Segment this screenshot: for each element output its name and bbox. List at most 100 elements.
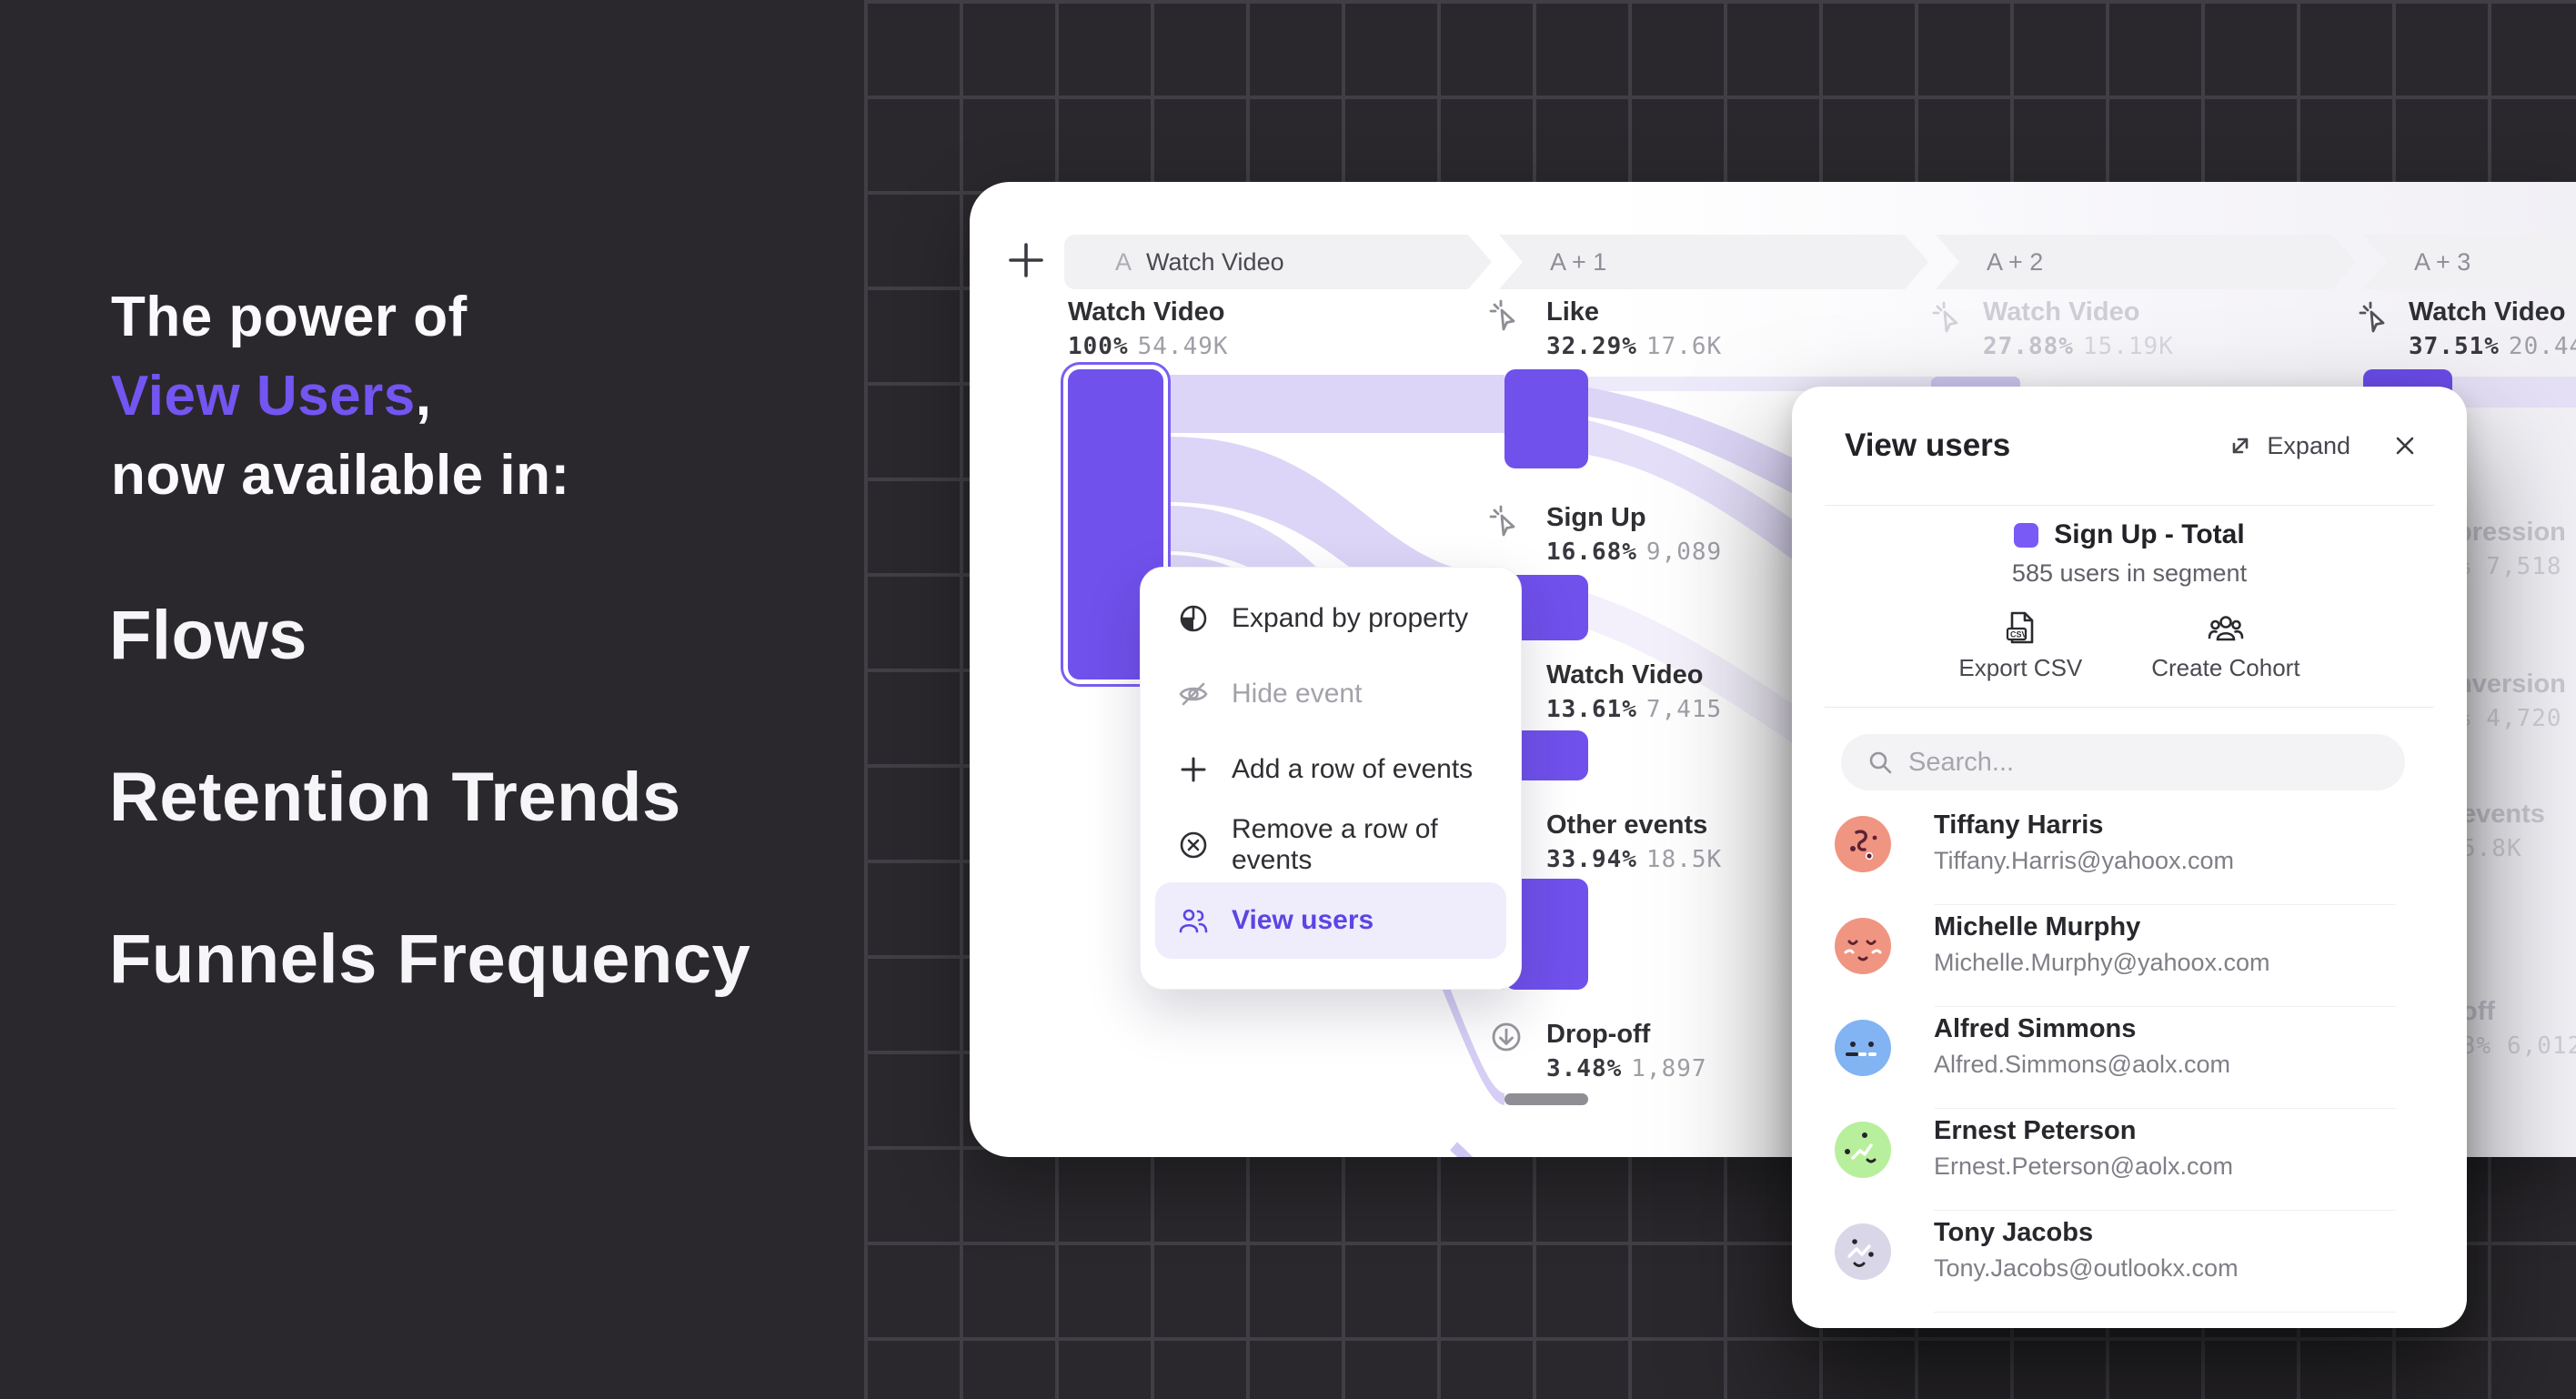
user-email: Alfred.Simmons@aolx.com [1934,1051,2231,1078]
event-label-watch-video-col4[interactable]: Watch Video 37.51% 20.44K [2409,297,2576,360]
expand-button[interactable]: Expand [2227,432,2350,460]
flow-band-like-out-1 [1588,387,1843,520]
step-tab-a2[interactable]: A + 2 [1936,235,2356,289]
eye-off-icon [1179,682,1208,705]
fragment-name: off [2461,997,2496,1026]
menu-item-expand-by-property[interactable]: Expand by property [1141,580,1521,656]
export-csv-button[interactable]: CSV Export CSV [1958,609,2082,682]
fragment-stats: 5.8K [2461,835,2522,862]
fragment-name: events [2461,800,2545,829]
menu-item-view-users[interactable]: View users [1155,882,1506,959]
event-pct: 3.48% [1546,1055,1623,1082]
avatar [1835,1122,1891,1178]
user-row-tony-jacobs[interactable]: Tony Jacobs Tony.Jacobs@outlookx.com [1792,1211,2467,1313]
user-name: Alfred Simmons [1934,1014,2137,1043]
user-row-tiffany-harris[interactable]: Tiffany Harris Tiffany.Harris@yahoox.com [1792,803,2467,905]
event-count: 20.44K [2508,333,2576,360]
plus-icon [1181,757,1206,781]
feature-flows: Flows [109,597,307,674]
clipped-event-other-events: events 5.8K [2461,799,2545,862]
user-name: Michelle Murphy [1934,912,2141,941]
event-label-drop-off[interactable]: Drop-off 3.48% 1,897 [1546,1019,1707,1082]
expand-by-property-icon [1180,605,1207,631]
row-divider [1934,1006,2396,1007]
legend-label: Sign Up - Total [2054,519,2245,549]
event-pct: 16.68% [1546,538,1637,566]
step-label: A + 1 [1550,247,1607,276]
hero-feature-list: Flows Retention Trends Funnels Frequency [109,596,750,1082]
hero-line-1-text: The power of [111,286,468,348]
search-box[interactable] [1841,734,2405,790]
step-tab-a3[interactable]: A + 3 [2363,235,2576,289]
cohort-people-icon [2208,616,2244,641]
event-label-watch-video-col1[interactable]: Watch Video 100% 54.49K [1068,297,1229,360]
cursor-click-icon [2359,301,2385,333]
avatar [1835,918,1891,974]
step-tab-a[interactable]: A Watch Video [1064,235,1492,289]
event-label-other-events[interactable]: Other events 33.94% 18.5K [1546,810,1722,873]
menu-item-add-row[interactable]: Add a row of events [1141,731,1521,807]
sankey-node-like[interactable] [1504,369,1588,468]
user-email: Tiffany.Harris@yahoox.com [1934,847,2235,874]
remove-circle-icon [1180,831,1207,858]
event-label-sign-up[interactable]: Sign Up 16.68% 9,089 [1546,502,1722,566]
flow-band-like-out-2 [1588,420,1843,599]
cursor-click-icon [1489,505,1515,537]
export-csv-label: Export CSV [1958,654,2083,681]
flow-band-a3-out [2452,377,2576,408]
panel-title: View users [1845,428,2011,463]
event-name: Watch Video [1983,297,2140,327]
flow-band-watch-to-like [1168,375,1504,433]
fragment-name: pression [2456,518,2566,547]
step-event-name: Watch Video [1146,247,1284,276]
menu-item-hide-event[interactable]: Hide event [1141,656,1521,731]
expand-label: Expand [2267,431,2350,459]
view-users-panel: View users Expand Sign Up - Total 585 [1792,387,2467,1328]
flow-curve-to-dropbar [1450,1142,1473,1157]
user-row-ernest-peterson[interactable]: Ernest Peterson Ernest.Peterson@aolx.com [1792,1109,2467,1211]
user-email: Michelle.Murphy@yahoox.com [1934,949,2270,976]
user-email: Ernest.Peterson@aolx.com [1934,1152,2234,1180]
menu-item-remove-row[interactable]: Remove a row of events [1141,807,1521,882]
avatar [1835,816,1891,872]
avatar [1835,1223,1891,1280]
event-name: Watch Video [2409,297,2566,327]
cursor-click-icon [1489,299,1515,331]
hero-line-3-text: now available in: [111,444,570,507]
sankey-node-drop-off[interactable] [1504,1093,1588,1105]
close-icon[interactable] [2390,431,2420,460]
user-row-alfred-simmons[interactable]: Alfred Simmons Alfred.Simmons@aolx.com [1792,1007,2467,1109]
event-count: 18.5K [1645,846,1723,873]
user-name: Ernest Peterson [1934,1116,2137,1145]
row-divider [1934,1312,2396,1313]
panel-divider [1825,505,2434,506]
event-label-watch-video-col2[interactable]: Watch Video 13.61% 7,415 [1546,659,1722,723]
menu-item-label: View users [1232,905,1374,935]
user-name: Tony Jacobs [1934,1218,2094,1247]
event-count: 17.6K [1645,333,1723,360]
clipped-event-impression: pression % 7,518 [2456,517,2566,580]
event-pct: 100% [1068,333,1129,360]
add-step-button[interactable] [1006,240,1046,280]
user-row-michelle-murphy[interactable]: Michelle Murphy Michelle.Murphy@yahoox.c… [1792,905,2467,1007]
event-label-like[interactable]: Like 32.29% 17.6K [1546,297,1722,360]
clipped-event-conversion: nversion % 4,720 [2456,669,2566,732]
csv-file-icon: CSV [2007,611,2034,644]
menu-item-label: Hide event [1232,678,1363,709]
segment-user-count: 585 users in segment [2011,559,2248,587]
event-count: 54.49K [1137,333,1229,360]
event-count: 15.19K [2082,333,2174,360]
hero-highlight: View Users [111,365,416,428]
step-tab-a1[interactable]: A + 1 [1499,235,1928,289]
step-label: A + 2 [1987,247,2044,276]
create-cohort-button[interactable]: Create Cohort [2151,609,2300,682]
event-name: Watch Video [1068,297,1225,327]
user-name: Tiffany Harris [1934,810,2104,840]
event-count: 1,897 [1631,1055,1707,1082]
svg-text:CSV: CSV [2010,630,2028,639]
cursor-click-icon [1932,301,1958,333]
feature-retention-trends: Retention Trends [109,759,681,836]
hero-line-1: The power of [111,277,875,357]
search-input[interactable] [1908,747,2381,778]
diagonal-expand-icon [2233,438,2249,454]
